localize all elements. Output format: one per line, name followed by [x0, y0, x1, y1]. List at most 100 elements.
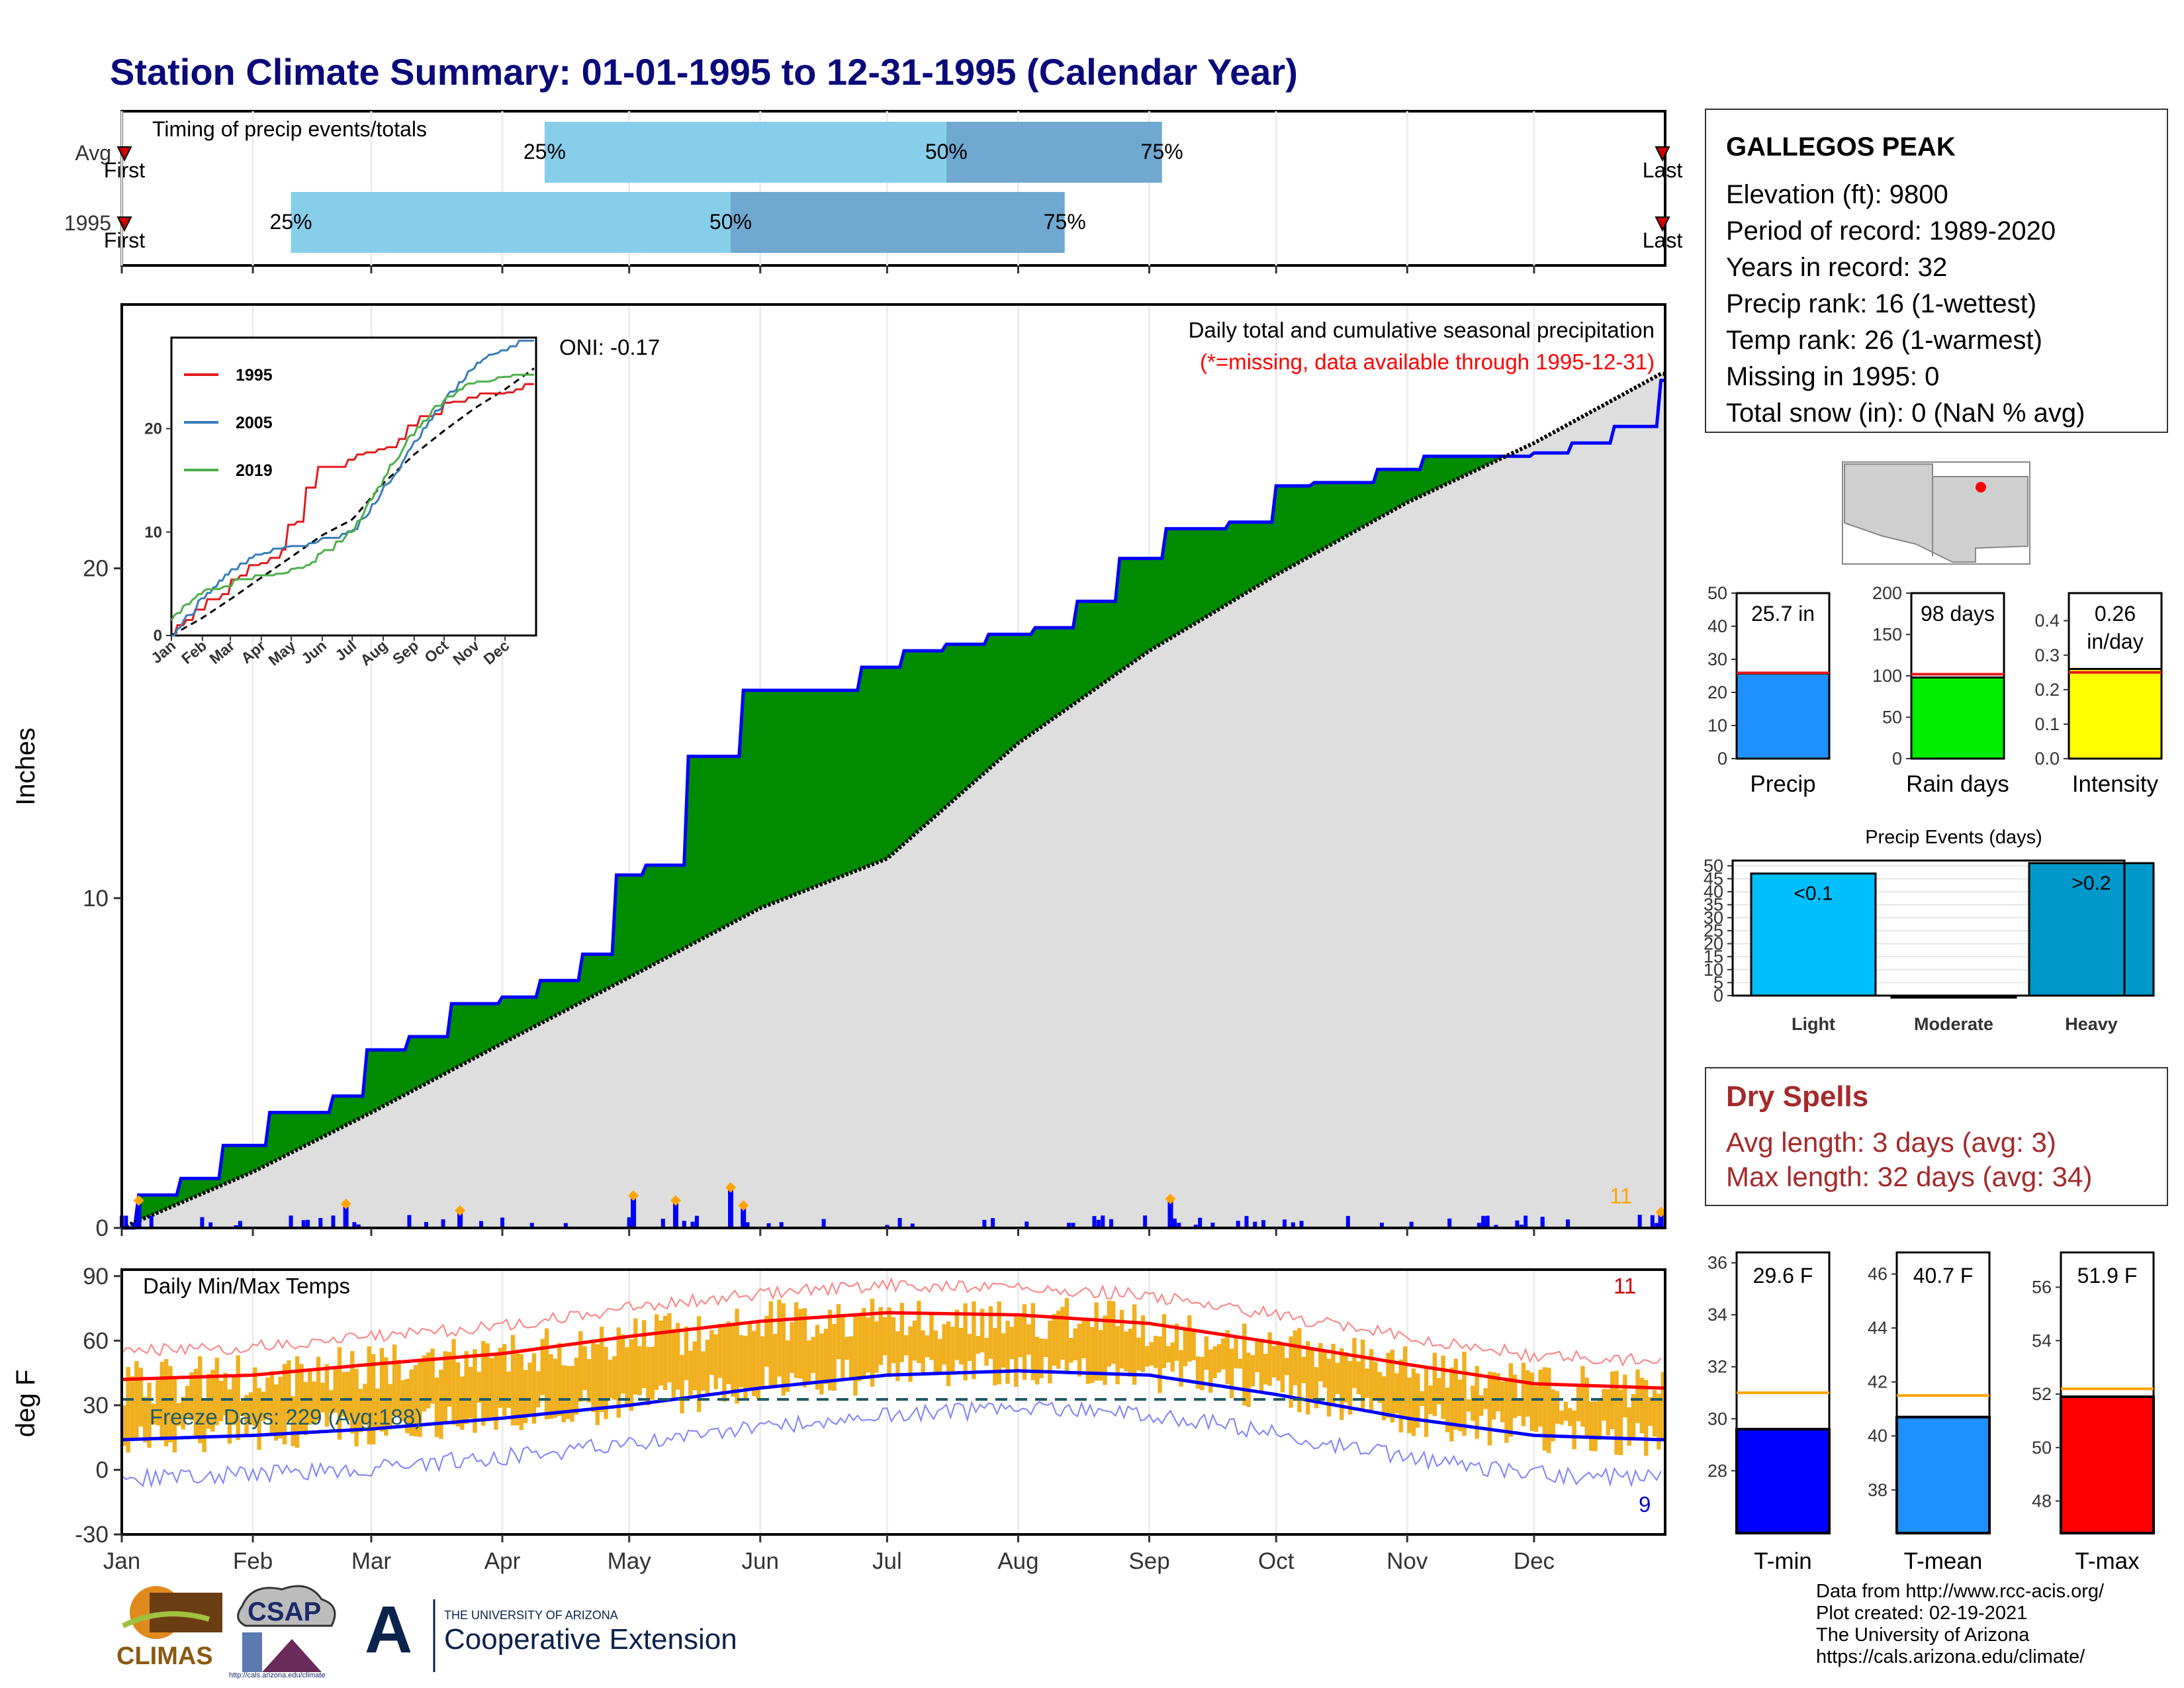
daily-temp-bar — [841, 1315, 845, 1379]
daily-temp-bar — [244, 1395, 249, 1434]
daily-precip-bar — [1198, 1217, 1203, 1228]
daily-temp-bar — [1436, 1378, 1441, 1405]
month-label: Jun — [742, 1548, 779, 1574]
daily-temp-bar — [291, 1396, 295, 1446]
daily-temp-bar — [214, 1357, 219, 1425]
summary-y-tick-label: 0.3 — [2034, 645, 2060, 665]
daily-temp-bar — [506, 1371, 511, 1408]
csap-logo[interactable]: CSAP http://cals.arizona.edu/climate — [229, 1585, 336, 1679]
daily-temp-bar — [641, 1320, 647, 1389]
daily-precip-bar — [682, 1221, 686, 1228]
daily-temp-bar — [1145, 1346, 1150, 1367]
daily-precip-bar — [424, 1222, 429, 1228]
daily-temp-bar — [857, 1314, 862, 1382]
daily-temp-bar — [891, 1317, 896, 1364]
daily-temp-bar — [608, 1360, 613, 1399]
daily-temp-bar — [1390, 1349, 1395, 1423]
climas-logo[interactable]: CLIMAS — [116, 1586, 222, 1670]
daily-temp-bar — [675, 1323, 680, 1390]
daily-temp-bar — [265, 1378, 270, 1417]
y-tick-label: 0 — [96, 1215, 109, 1241]
daily-temp-bar — [1119, 1309, 1124, 1369]
month-label: Jan — [103, 1548, 140, 1574]
daily-temp-bar — [126, 1367, 130, 1453]
daily-precip-bar — [1282, 1219, 1287, 1228]
daily-temp-bar — [972, 1301, 976, 1380]
daily-temp-bar — [122, 1405, 126, 1446]
daily-temp-bar — [1593, 1401, 1598, 1452]
daily-temp-bar — [1276, 1340, 1281, 1381]
daily-temp-bar — [794, 1302, 799, 1378]
daily-temp-bar — [1529, 1372, 1534, 1431]
summary-bar-charts: 25.7 in 0 10 20 30 40 50 Precip 98 days 0 50 100 150… — [1707, 583, 2163, 797]
daily-temp-bar — [1140, 1315, 1146, 1372]
temp-summary-y-tick-label: 52 — [2032, 1384, 2052, 1404]
daily-temp-bar — [1183, 1328, 1188, 1366]
daily-precip-marker — [340, 1198, 351, 1209]
first-event-label: First — [104, 158, 145, 182]
events-y-tick-label: 10 — [1704, 960, 1723, 980]
daily-temp-bar — [1238, 1358, 1243, 1369]
daily-temp-bar — [929, 1312, 934, 1360]
normal-tmax-line — [121, 1311, 1665, 1390]
credit-line: https://cals.arizona.edu/climate/ — [1816, 1646, 2085, 1667]
daily-precip-bar — [1096, 1219, 1101, 1228]
precip-count-label: 11 — [1610, 1184, 1632, 1208]
first-event-marker — [116, 146, 132, 162]
daily-temp-bar — [481, 1340, 486, 1426]
daily-temp-bar — [1318, 1342, 1323, 1382]
daily-temp-bar — [1584, 1378, 1590, 1436]
daily-temp-bar — [350, 1350, 355, 1434]
daily-temp-bar — [363, 1383, 367, 1425]
daily-temp-bar — [586, 1358, 592, 1403]
inset-y-tick-label: 0 — [154, 627, 162, 645]
daily-precip-marker — [1165, 1194, 1176, 1205]
daily-temp-bar — [768, 1301, 773, 1388]
events-plot-frame — [1731, 859, 2126, 997]
daily-precip-bar — [149, 1215, 154, 1228]
daily-precip-bar — [1236, 1221, 1240, 1228]
summary-value-unit: in/day — [2087, 630, 2143, 653]
daily-temp-bar — [1310, 1349, 1314, 1401]
daily-temp-bar — [1166, 1346, 1171, 1363]
daily-temp-bar — [1407, 1378, 1412, 1434]
daily-precip-bars — [120, 1182, 1666, 1228]
summary-bar-chart: 98 days 0 50 100 150 200 Rain days — [1872, 583, 2009, 797]
daily-temp-bar — [1212, 1346, 1217, 1378]
daily-temp-bar — [151, 1403, 156, 1425]
month-label: May — [608, 1548, 652, 1574]
temp-summary-value-label: 29.6 F — [1753, 1264, 1813, 1288]
daily-precip-bar — [779, 1222, 784, 1228]
daily-temp-bar — [223, 1372, 228, 1416]
daily-precip-bar — [238, 1221, 242, 1228]
daily-precip-bar — [563, 1223, 568, 1228]
y-tick-label: 10 — [83, 886, 109, 912]
daily-precip-marker — [133, 1195, 144, 1206]
events-y-tick-label: 30 — [1704, 908, 1723, 927]
daily-temp-bar — [777, 1299, 782, 1377]
daily-temp-bar — [1001, 1333, 1006, 1368]
timing-quantile-label: 75% — [1141, 140, 1183, 164]
daily-temp-bar — [430, 1348, 435, 1404]
daily-precip-bar — [631, 1198, 637, 1228]
daily-temp-bar — [1293, 1330, 1298, 1385]
month-label: Apr — [484, 1548, 521, 1574]
daily-temp-bar — [159, 1362, 164, 1441]
station-info-box: GALLEGOS PEAK Elevation (ft): 9800 Perio… — [1705, 109, 2168, 433]
university-of-arizona-logo[interactable]: A THE UNIVERSITY OF ARIZONA Cooperative … — [365, 1593, 737, 1672]
daily-temp-bar — [396, 1360, 401, 1417]
daily-temp-bar — [1263, 1354, 1268, 1385]
daily-temp-bar — [1500, 1381, 1505, 1423]
temp-summary-y-tick-label: 42 — [1868, 1372, 1888, 1392]
daily-temp-bar — [662, 1315, 668, 1391]
daily-temp-bar — [1242, 1323, 1247, 1406]
daily-temp-bar — [531, 1353, 537, 1424]
daily-temp-bar — [756, 1320, 760, 1399]
summary-y-tick-label: 0.1 — [2034, 714, 2060, 734]
daily-precip-marker — [725, 1182, 737, 1193]
daily-precip-bar — [1244, 1215, 1249, 1228]
daily-temp-bar — [1158, 1336, 1162, 1393]
last-event-marker — [1655, 216, 1670, 232]
temp-summary-value-label: 40.7 F — [1913, 1264, 1974, 1288]
daily-precip-bar — [1210, 1222, 1215, 1228]
